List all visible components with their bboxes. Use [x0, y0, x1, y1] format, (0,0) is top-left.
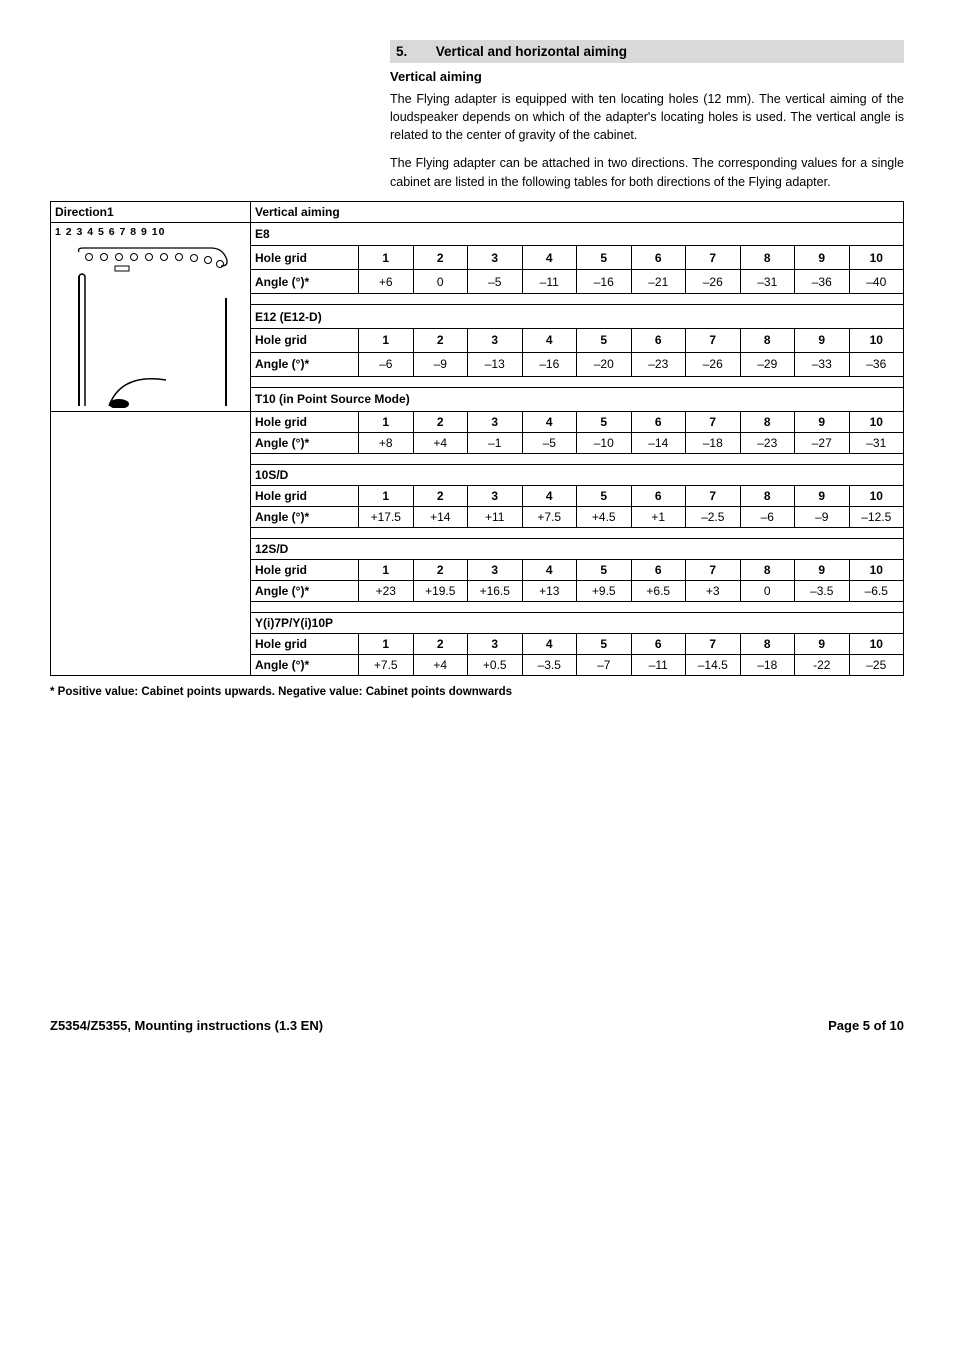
- model-name: E12 (E12-D): [251, 305, 904, 329]
- section-heading: 5. Vertical and horizontal aiming: [390, 40, 904, 63]
- model-name: T10 (in Point Source Mode): [251, 387, 904, 411]
- model-name: 10S/D: [251, 464, 904, 485]
- hole-number-labels: 1 2 3 4 5 6 7 8 9 10: [55, 226, 246, 238]
- adapter-diagram: [71, 238, 231, 408]
- footer-right: Page 5 of 10: [828, 1018, 904, 1033]
- model-name: Y(i)7P/Y(i)10P: [251, 612, 904, 633]
- page-footer: Z5354/Z5355, Mounting instructions (1.3 …: [50, 1018, 904, 1033]
- section-number: 5.: [396, 44, 432, 59]
- section-title: Vertical and horizontal aiming: [436, 44, 627, 59]
- direction-header: Direction1: [51, 201, 251, 222]
- diagram-cell: 1 2 3 4 5 6 7 8 9 10: [51, 222, 251, 411]
- model-name: E8: [251, 222, 904, 246]
- table-row: Hole grid 12345678910: [51, 411, 904, 432]
- sub-heading: Vertical aiming: [390, 69, 904, 84]
- footer-left: Z5354/Z5355, Mounting instructions (1.3 …: [50, 1018, 323, 1033]
- paragraph-2: The Flying adapter can be attached in tw…: [390, 154, 904, 190]
- aiming-table: Direction1 Vertical aiming 1 2 3 4 5 6 7…: [50, 201, 904, 676]
- footnote: * Positive value: Cabinet points upwards…: [50, 686, 904, 698]
- model-name: 12S/D: [251, 538, 904, 559]
- paragraph-1: The Flying adapter is equipped with ten …: [390, 90, 904, 144]
- vertical-aiming-header: Vertical aiming: [251, 201, 904, 222]
